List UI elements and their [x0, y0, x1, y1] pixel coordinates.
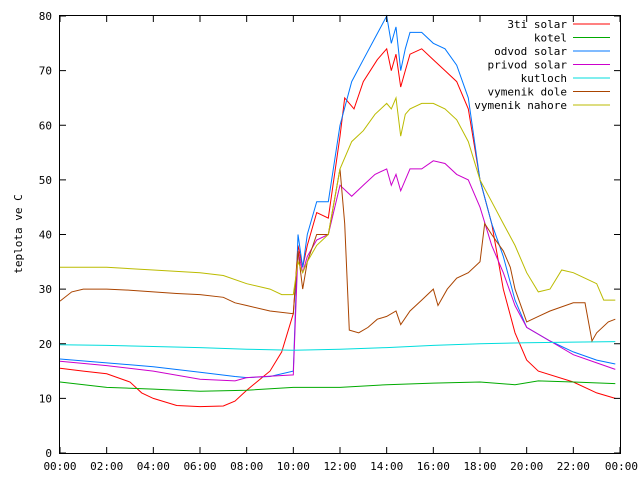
legend-label: odvod solar — [494, 45, 567, 58]
legend-label: 3ti solar — [507, 18, 567, 31]
series-line-2 — [59, 380, 616, 392]
legend-label: kutloch — [521, 72, 567, 85]
y-tick-label: 30 — [39, 283, 52, 296]
y-tick-label: 60 — [39, 119, 52, 132]
y-axis-title: teplota ve C — [12, 194, 25, 273]
x-tick-label: 04:00 — [137, 460, 170, 473]
y-tick-label: 70 — [39, 65, 52, 78]
x-tick-label: 12:00 — [323, 460, 356, 473]
x-tick-label: 16:00 — [417, 460, 450, 473]
x-tick-label: 06:00 — [183, 460, 216, 473]
ticks-layer: 0 10 20 30 40 50 60 70 80 00:00 02:00 04:00 06:00 08:… — [39, 10, 638, 473]
legend-label: privod solar — [488, 59, 568, 72]
plot-frame — [59, 15, 621, 454]
series-layer — [59, 14, 616, 408]
legend-label: vymenik nahore — [474, 99, 567, 112]
legend-label: kotel — [534, 32, 567, 45]
x-tick-label: 18:00 — [463, 460, 496, 473]
series-line-5 — [59, 341, 616, 351]
y-tick-label: 10 — [39, 392, 52, 405]
x-tick-label: 00:00 — [605, 460, 638, 473]
y-tick-label: 0 — [45, 447, 52, 460]
x-tick-label: 00:00 — [43, 460, 76, 473]
series-line-6 — [59, 168, 616, 343]
x-tick-label: 20:00 — [510, 460, 543, 473]
x-tick-label: 10:00 — [277, 460, 310, 473]
x-tick-label: 02:00 — [90, 460, 123, 473]
y-tick-label: 80 — [39, 10, 52, 23]
y-tick-label: 40 — [39, 229, 52, 242]
series-line-7 — [60, 95, 616, 301]
x-tick-label: 22:00 — [557, 460, 590, 473]
x-tick-label: 08:00 — [230, 460, 263, 473]
series-line-4 — [59, 160, 616, 382]
legend-label: vymenik dole — [488, 86, 567, 99]
x-tick-label: 14:00 — [370, 460, 403, 473]
y-tick-label: 50 — [39, 174, 52, 187]
y-tick-label: 20 — [39, 338, 52, 351]
